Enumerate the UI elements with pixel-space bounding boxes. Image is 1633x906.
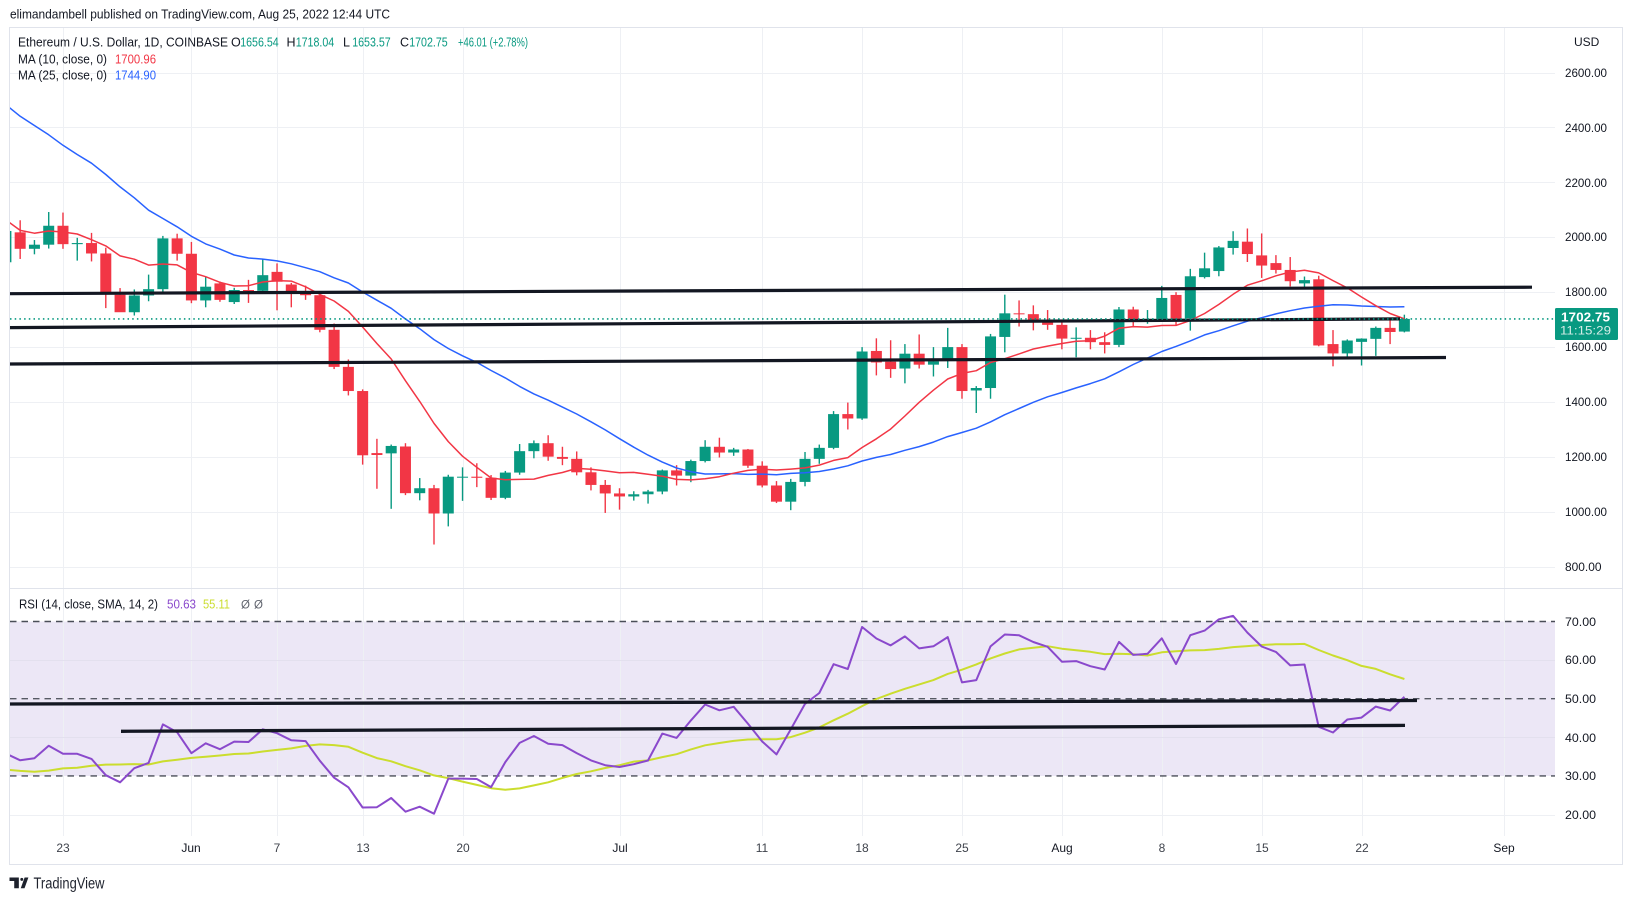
svg-text:1400.00: 1400.00 [1565,395,1607,409]
svg-text:O: O [231,36,241,50]
svg-text:Ethereum / U.S. Dollar, 1D, CO: Ethereum / U.S. Dollar, 1D, COINBASE [18,36,228,50]
svg-text:Ø: Ø [254,600,263,612]
svg-text:1600.00: 1600.00 [1565,340,1607,354]
svg-text:L: L [343,36,350,50]
svg-text:60.00: 60.00 [1565,653,1596,667]
svg-text:H: H [287,36,296,50]
svg-text:7: 7 [274,841,281,855]
svg-text:30.00: 30.00 [1565,769,1596,783]
svg-text:1700.96: 1700.96 [115,53,156,67]
svg-text:RSI (14, close, SMA, 14, 2): RSI (14, close, SMA, 14, 2) [19,598,158,612]
svg-text:1653.57: 1653.57 [352,36,391,50]
svg-text:50.00: 50.00 [1565,692,1596,706]
svg-text:70.00: 70.00 [1565,615,1596,629]
svg-text:1718.04: 1718.04 [296,36,335,50]
svg-text:1744.90: 1744.90 [115,69,156,83]
svg-text:1702.75: 1702.75 [1561,311,1610,325]
svg-text:20: 20 [456,841,470,855]
svg-text:1800.00: 1800.00 [1565,285,1607,299]
svg-text:2200.00: 2200.00 [1565,176,1607,190]
svg-text:1200.00: 1200.00 [1565,450,1607,464]
svg-text:15: 15 [1255,841,1269,855]
svg-text:Jun: Jun [181,841,200,855]
svg-text:1000.00: 1000.00 [1565,505,1607,519]
svg-text:800.00: 800.00 [1565,560,1602,574]
svg-text:11:15:29: 11:15:29 [1560,324,1611,338]
svg-text:+46.01 (+2.78%): +46.01 (+2.78%) [458,36,528,50]
svg-text:2600.00: 2600.00 [1565,66,1607,80]
svg-text:C: C [400,36,409,50]
svg-text:1656.54: 1656.54 [240,36,279,50]
svg-text:Ø: Ø [241,600,250,612]
svg-text:40.00: 40.00 [1565,731,1596,745]
svg-text:MA (10, close, 0): MA (10, close, 0) [18,53,107,67]
svg-text:13: 13 [356,841,370,855]
svg-text:Sep: Sep [1493,841,1515,855]
svg-text:18: 18 [855,841,869,855]
svg-text:Jul: Jul [612,841,627,855]
svg-text:MA (25, close, 0): MA (25, close, 0) [18,69,107,83]
svg-text:Aug: Aug [1051,841,1072,855]
svg-text:11: 11 [756,841,769,855]
svg-text:22: 22 [1355,841,1369,855]
svg-text:elimandambell published on Tra: elimandambell published on TradingView.c… [10,7,390,22]
svg-text:25: 25 [955,841,969,855]
svg-text:2400.00: 2400.00 [1565,121,1607,135]
svg-text:50.63: 50.63 [167,598,196,612]
svg-text:55.11: 55.11 [203,598,230,612]
svg-text:TradingView: TradingView [34,876,106,893]
svg-text:8: 8 [1159,841,1166,855]
svg-text:USD: USD [1574,35,1600,49]
svg-text:20.00: 20.00 [1565,808,1596,822]
svg-text:1702.75: 1702.75 [409,36,448,50]
svg-text:23: 23 [56,841,70,855]
svg-text:2000.00: 2000.00 [1565,230,1607,244]
